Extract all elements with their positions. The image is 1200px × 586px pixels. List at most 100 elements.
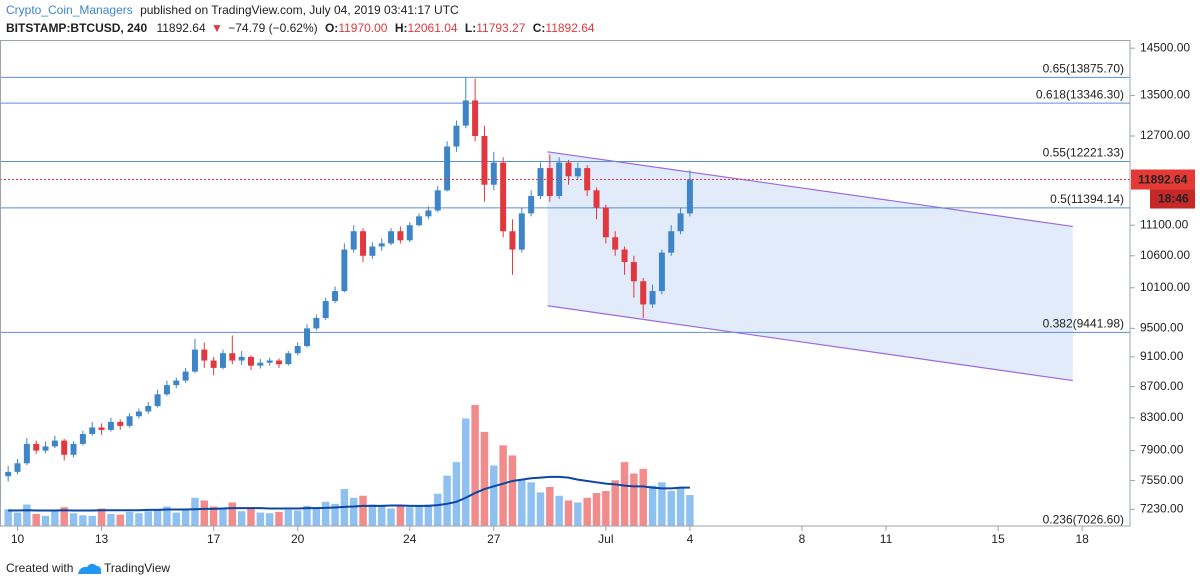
volume-bar	[527, 482, 535, 526]
candle-body	[425, 210, 432, 217]
last-price-box	[1131, 169, 1195, 190]
volume-bar	[284, 509, 293, 526]
candle-body	[247, 356, 254, 366]
candle-body	[658, 252, 665, 292]
volume-bar	[228, 502, 237, 526]
candle-body	[574, 168, 581, 177]
volume-bar	[583, 497, 591, 526]
ohlc-name: O:	[325, 21, 338, 35]
candle-body	[518, 213, 525, 250]
candle-body	[210, 360, 217, 368]
candle-body	[462, 100, 469, 126]
x-tick-label: 4	[687, 532, 694, 546]
candle-body	[350, 231, 357, 250]
x-tick-label: 20	[291, 532, 305, 546]
volume-bar	[125, 511, 134, 526]
volume-bar	[536, 492, 545, 526]
volume-bar	[51, 511, 59, 526]
volume-bar	[144, 511, 152, 526]
volume-bar	[452, 462, 461, 526]
candle-body	[602, 207, 609, 238]
x-tick-label: 17	[207, 532, 221, 546]
candle-body	[490, 162, 497, 185]
countdown-box	[1150, 189, 1195, 209]
volume-bar	[41, 515, 50, 526]
candle-body	[453, 125, 460, 147]
candle-body	[163, 385, 170, 395]
volume-bar	[676, 487, 685, 526]
volume-bar	[368, 504, 377, 526]
candle-body	[369, 246, 376, 256]
volume-bar	[518, 478, 526, 526]
volume-ma	[8, 475, 690, 512]
y-tick-label: 10600.00	[1140, 248, 1190, 262]
x-tick-label: 8	[799, 532, 806, 546]
y-tick-label: 13500.00	[1140, 88, 1190, 102]
fib-label: 0.65(13875.70)	[1043, 62, 1124, 76]
volume-bar	[611, 480, 619, 526]
fib-label: 0.382(9441.98)	[1043, 317, 1124, 331]
candle-body	[107, 421, 114, 430]
volume-bar	[172, 512, 181, 526]
volume-bar	[256, 512, 265, 526]
candle-body	[406, 225, 413, 241]
y-tick-label: 8700.00	[1140, 379, 1184, 393]
volume-bar	[471, 405, 479, 526]
plot-border	[0, 40, 1131, 527]
volume-bar	[462, 418, 470, 526]
candle-body	[304, 328, 311, 347]
candle-body	[266, 360, 273, 363]
candle-body	[677, 213, 684, 232]
axes: 14500.00 13500.00 12700.00 11100.00 10600.00…	[11, 40, 1195, 546]
candle-body	[51, 440, 58, 447]
candle-body	[388, 231, 395, 244]
candle-body	[584, 168, 591, 191]
candle-body	[313, 317, 320, 329]
candle-body	[154, 394, 161, 406]
author[interactable]: Crypto_Coin_Managers	[6, 3, 133, 17]
candle-body	[276, 360, 282, 365]
change: −74.79 (−0.62%)	[228, 21, 317, 35]
volume-bar	[116, 514, 124, 526]
footer-text: Created with	[6, 561, 73, 575]
candle-body	[285, 353, 292, 365]
candle-body	[61, 440, 68, 455]
fib-label: 0.55(12221.33)	[1043, 146, 1124, 160]
volume-bar	[387, 508, 395, 526]
candle-body	[135, 411, 142, 417]
footer-brand[interactable]: TradingView	[104, 561, 170, 575]
candle-body	[33, 443, 40, 451]
candle-body	[481, 136, 488, 185]
volume-bar	[480, 431, 489, 526]
volume-bar	[546, 487, 554, 526]
x-tick-label: 13	[95, 532, 109, 546]
candle-body	[5, 471, 12, 477]
candle-body	[79, 434, 86, 444]
candle-body	[640, 281, 647, 305]
plot-area: 0.65(13875.70) 0.618(13346.30) 0.55(12221.…	[0, 62, 1130, 526]
volume-bar	[602, 491, 610, 526]
volume-bar	[200, 500, 209, 526]
candle-body	[668, 231, 675, 253]
y-tick-label: 12700.00	[1140, 128, 1190, 142]
candle-body	[360, 231, 367, 256]
volume-bar	[686, 495, 694, 526]
candle-body	[472, 100, 479, 137]
volume-bar	[443, 475, 451, 526]
candle-body	[416, 216, 423, 226]
volume-bar	[312, 507, 321, 526]
volume-bar	[499, 445, 507, 526]
x-tick-label: Jul	[598, 532, 613, 546]
x-tick-label: 10	[11, 532, 25, 546]
candle-body	[238, 356, 245, 361]
volume-bar	[135, 513, 143, 526]
volume-bar	[265, 513, 274, 526]
volume-bar	[293, 510, 302, 526]
candle-body	[621, 249, 628, 263]
volume-bar	[406, 507, 414, 526]
candle-body	[434, 190, 441, 211]
volume-bar	[574, 502, 582, 526]
symbol-line: BITSTAMP:BTCUSD, 240 11892.64 ▼ −74.79 (…	[6, 21, 595, 35]
candle-body	[649, 291, 656, 305]
symbol: BITSTAMP:BTCUSD, 240	[6, 21, 147, 35]
